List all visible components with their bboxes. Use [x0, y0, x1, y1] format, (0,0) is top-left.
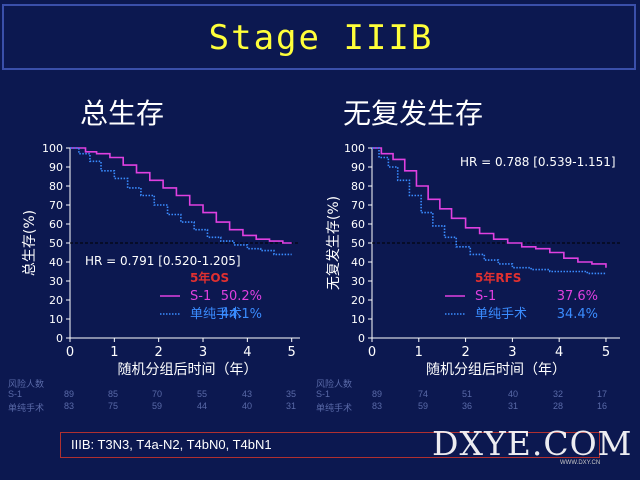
y-tick-label: 90	[49, 161, 63, 174]
x-tick-label: 5	[602, 345, 610, 360]
x-tick-label: 4	[243, 345, 251, 360]
y-tick-label: 90	[351, 161, 365, 174]
rfs-risk-label-surgery: 单纯手术	[316, 403, 353, 413]
os-chart: 0 10 20 30 40 50 60 70 80 90 100 0 1 2 3 4 5 随机分组后时间（年） 总生…	[22, 142, 300, 378]
os-risk-label-s1: S-1	[8, 389, 23, 399]
y-tick-label: 10	[49, 313, 63, 326]
y-tick-label: 60	[49, 218, 63, 231]
legend-header: 5年OS	[190, 270, 229, 285]
legend-label: 单纯手术	[190, 307, 242, 322]
y-tick-label: 40	[49, 256, 63, 269]
y-tick-label: 80	[49, 180, 63, 193]
y-tick-label: 70	[49, 199, 63, 212]
y-axis-label: 总生存(%)	[22, 210, 38, 276]
hr-annotation: HR = 0.791 [0.520-1.205]	[85, 254, 241, 268]
rfs-risk-value: 31	[508, 401, 519, 411]
rfs-risk-value: 51	[462, 389, 473, 399]
legend-value: 44.1%	[221, 307, 262, 322]
series-line-s1	[372, 147, 607, 268]
y-tick-label: 60	[351, 218, 365, 231]
rfs-risk-value: 59	[418, 401, 429, 411]
x-axis-label: 随机分组后时间（年）	[118, 362, 258, 378]
x-axis-label: 随机分组后时间（年）	[426, 362, 566, 378]
os-risk-header: 风险人数	[8, 379, 45, 389]
rfs-risk-value: 32	[553, 389, 564, 399]
y-tick-label: 100	[344, 142, 365, 155]
os-risk-value: 55	[197, 389, 208, 399]
watermark-url: WWW.DXY.CN	[560, 460, 601, 466]
y-tick-label: 0	[358, 332, 365, 345]
y-tick-label: 20	[351, 294, 365, 307]
footer-box: IIIB: T3N3, T4a-N2, T4bN0, T4bN1	[60, 432, 600, 458]
y-tick-label: 50	[49, 237, 63, 250]
rfs-risk-value: 17	[597, 389, 608, 399]
os-risk-value: 44	[197, 401, 208, 411]
os-risk-value: 40	[242, 401, 253, 411]
x-tick-label: 1	[110, 345, 118, 360]
series-line-surgery	[70, 147, 292, 256]
legend-label: 单纯手术	[475, 307, 527, 322]
legend-value: 37.6%	[557, 289, 598, 304]
rfs-risk-value: 28	[553, 401, 564, 411]
os-risk-value: 70	[152, 389, 163, 399]
legend-value: 34.4%	[557, 307, 598, 322]
x-tick-label: 3	[508, 345, 516, 360]
x-tick-label: 4	[555, 345, 563, 360]
os-risk-value: 59	[152, 401, 163, 411]
rfs-risk-value: 16	[597, 401, 608, 411]
series-line-surgery	[372, 147, 606, 275]
y-tick-label: 40	[351, 256, 365, 269]
x-tick-label: 0	[368, 345, 376, 360]
x-tick-label: 0	[66, 345, 74, 360]
y-tick-label: 30	[351, 275, 365, 288]
rfs-chart: 0 10 20 30 40 50 60 70 80 90 100 0 1 2 3 4 5 随机分组后时间（年） 无复…	[325, 142, 620, 378]
watermark-logo: DXYE.COM	[432, 424, 633, 463]
x-tick-label: 3	[199, 345, 207, 360]
legend-label: S-1	[475, 289, 496, 304]
rfs-risk-value: 40	[508, 389, 519, 399]
rfs-risk-header: 风险人数	[316, 379, 353, 389]
os-risk-value: 83	[64, 401, 75, 411]
title-box: Stage IIIB	[2, 4, 636, 70]
y-tick-label: 70	[351, 199, 365, 212]
legend-value: 50.2%	[221, 289, 262, 304]
os-risk-value: 85	[108, 389, 119, 399]
x-tick-label: 5	[288, 345, 296, 360]
series-line-s1	[70, 147, 292, 244]
y-tick-label: 20	[49, 294, 63, 307]
os-panel-title: 总生存	[80, 97, 165, 130]
rfs-panel-title: 无复发生存	[343, 97, 484, 130]
os-risk-value: 31	[286, 401, 297, 411]
x-tick-label: 2	[461, 345, 469, 360]
rfs-risk-value: 83	[372, 401, 383, 411]
legend-header: 5年RFS	[475, 270, 521, 285]
rfs-risk-value: 36	[462, 401, 473, 411]
y-tick-label: 0	[56, 332, 63, 345]
os-risk-value: 35	[286, 389, 297, 399]
x-tick-label: 2	[155, 345, 163, 360]
os-risk-value: 43	[242, 389, 253, 399]
y-tick-label: 30	[49, 275, 63, 288]
rfs-risk-value: 89	[372, 389, 383, 399]
slide-title: Stage IIIB	[208, 18, 434, 58]
os-risk-label-surgery: 单纯手术	[8, 403, 45, 413]
y-tick-label: 80	[351, 180, 365, 193]
x-tick-label: 1	[415, 345, 423, 360]
os-risk-value: 89	[64, 389, 75, 399]
os-risk-value: 75	[108, 401, 119, 411]
y-axis-label: 无复发生存(%)	[325, 196, 342, 290]
hr-annotation: HR = 0.788 [0.539-1.151]	[460, 155, 616, 169]
footer-text: IIIB: T3N3, T4a-N2, T4bN0, T4bN1	[71, 437, 272, 452]
y-tick-label: 50	[351, 237, 365, 250]
rfs-risk-value: 74	[418, 389, 429, 399]
legend-label: S-1	[190, 289, 211, 304]
y-tick-label: 10	[351, 313, 365, 326]
rfs-risk-label-s1: S-1	[316, 389, 331, 399]
y-tick-label: 100	[42, 142, 63, 155]
